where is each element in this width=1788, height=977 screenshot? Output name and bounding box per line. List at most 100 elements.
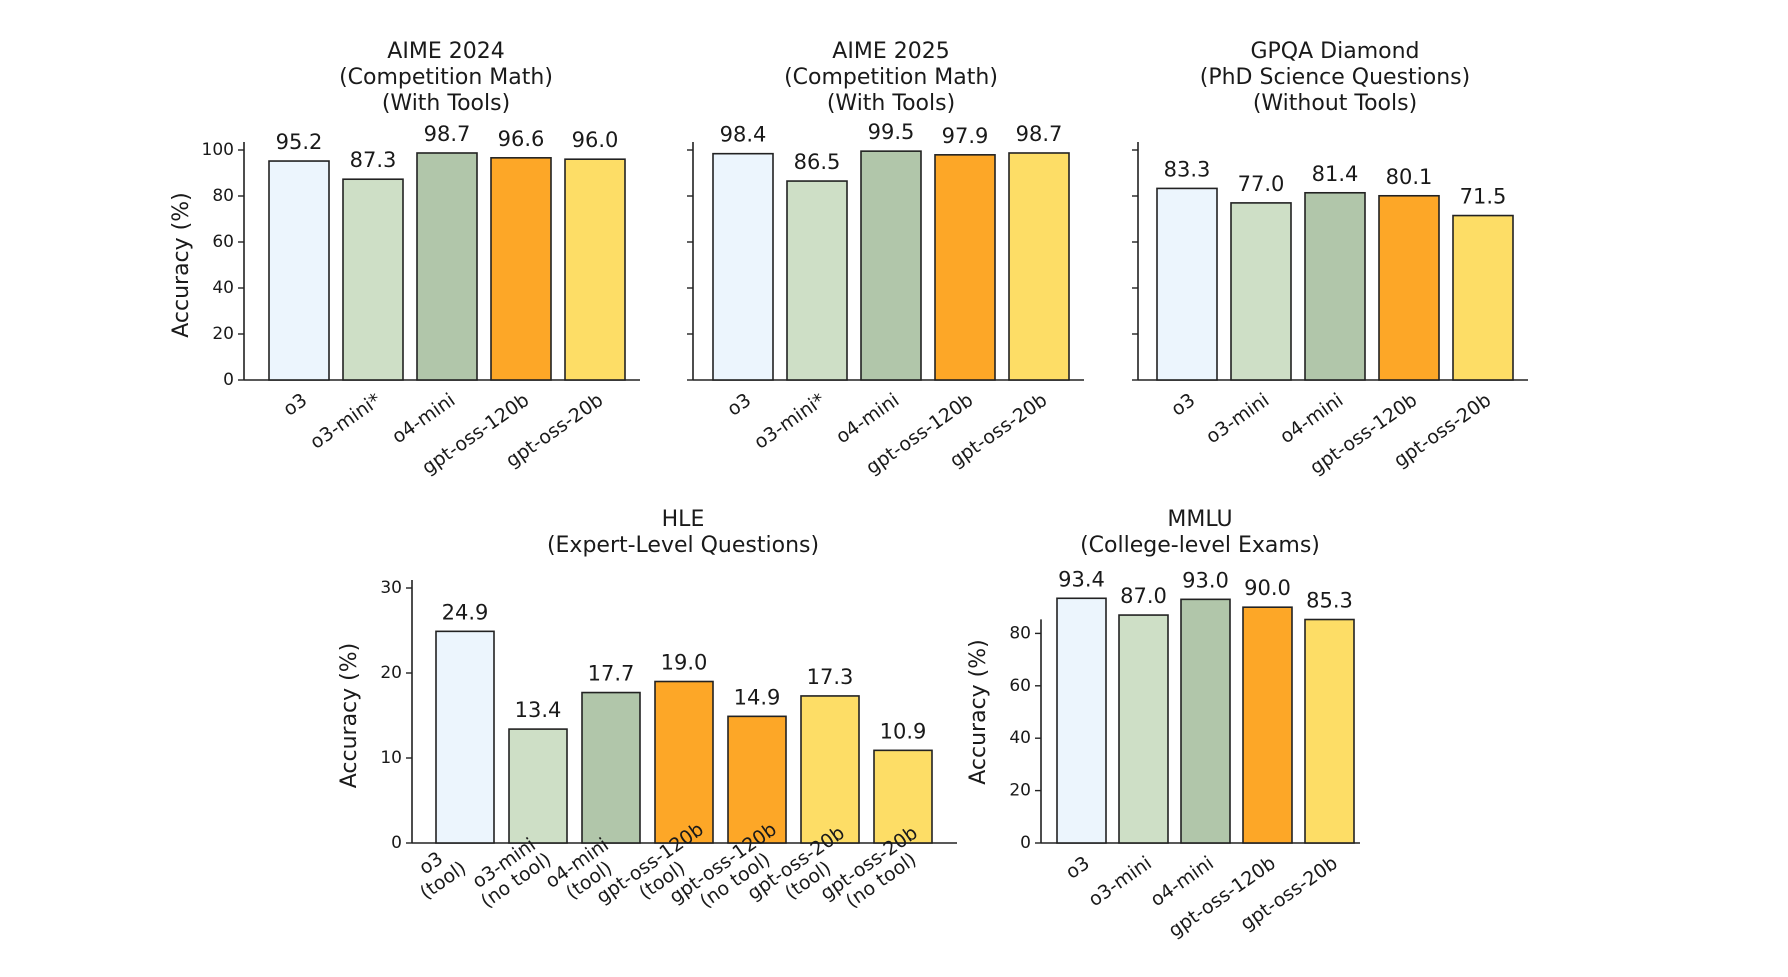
chart-4-bar-1 [435,630,495,844]
chart-2-title-line-2: (Competition Math) [784,65,998,90]
chart-4-y-axis-label: Accuracy (%) [337,643,362,789]
chart-3-bar-2 [1230,202,1292,381]
chart-4-bar-3 [581,691,641,844]
chart-5-category-1-line-1: o3 [1062,852,1094,884]
chart-5-category-label-2: o3-mini [1084,852,1155,911]
chart-1-bar-1 [268,160,330,381]
chart-3-bar-3 [1304,191,1366,381]
chart-1-bar-3 [416,152,478,381]
chart-2-title-line-1: AIME 2025 [832,39,949,64]
chart-5-ytick-label-60: 60 [1009,676,1031,696]
chart-5-bar-5 [1304,618,1355,844]
chart-3-bar-1 [1156,187,1218,381]
chart-2-bar-5 [1008,152,1070,381]
chart-1-value-label-1: 95.2 [276,130,323,154]
chart-5-category-label-4: gpt-oss-120b [1164,852,1279,942]
chart-2-category-label-2: o3-mini* [750,389,829,454]
chart-1-bar-4 [490,157,552,381]
chart-1-category-2-line-1: o3-mini* [306,389,385,454]
chart-1-category-label-1: o3 [279,389,311,421]
chart-1-bar-2 [342,178,404,381]
chart-1-category-label-2: o3-mini* [306,389,385,454]
chart-1-ytick-label-100: 100 [202,140,234,160]
chart-2-value-label-2: 86.5 [794,150,841,174]
chart-1-ytick-label-40: 40 [212,278,234,298]
chart-3-value-label-5: 71.5 [1460,185,1507,209]
chart-5-ytick-label-80: 80 [1009,623,1031,643]
chart-5-title-line-1: MMLU [1167,507,1232,532]
chart-3-value-label-4: 80.1 [1386,165,1433,189]
chart-2-bar-4 [934,154,996,381]
chart-4-ytick-label-30: 30 [380,578,402,598]
chart-5-value-label-4: 90.0 [1244,576,1291,600]
chart-2-category-1-line-1: o3 [723,389,755,421]
chart-5-category-2-line-1: o3-mini [1084,852,1155,911]
chart-3-bar-4 [1378,194,1440,381]
chart-5-category-label-1: o3 [1062,852,1094,884]
chart-1-title-line-2: (Competition Math) [339,65,553,90]
chart-2-value-label-3: 99.5 [868,120,915,144]
chart-5-bar-3 [1180,598,1231,844]
chart-3-value-label-1: 83.3 [1164,157,1211,181]
chart-5-bar-1 [1056,597,1107,844]
chart-2-category-2-line-1: o3-mini* [750,389,829,454]
chart-4-bar-6 [800,695,860,844]
chart-1-value-label-4: 96.6 [498,127,545,151]
chart-4-title-line-2: (Expert-Level Questions) [547,533,819,558]
chart-4-ytick-label-10: 10 [380,748,402,768]
chart-2-title-line-3: (With Tools) [827,91,955,116]
chart-3-title-line-1: GPQA Diamond [1250,39,1419,64]
chart-4-category-label-1: o3(tool) [404,840,470,904]
chart-4-value-label-6: 17.3 [807,665,854,689]
chart-4-title-line-1: HLE [662,507,705,532]
chart-1-bar-5 [564,158,626,381]
chart-1-y-axis-label: Accuracy (%) [169,192,194,338]
chart-2-bar-2 [786,180,848,381]
chart-5-ytick-label-0: 0 [1020,833,1031,853]
chart-5-value-label-3: 93.0 [1182,568,1229,592]
chart-4-value-label-4: 19.0 [661,651,708,675]
chart-4-bar-5 [727,715,787,844]
chart-4-ytick-label-20: 20 [380,663,402,683]
chart-2-bar-1 [712,152,774,381]
chart-1-value-label-5: 96.0 [572,128,619,152]
chart-5-y-axis-label: Accuracy (%) [966,639,991,785]
chart-2-bar-3 [860,150,922,381]
chart-4-value-label-7: 10.9 [880,719,927,743]
chart-3-category-label-1: o3 [1167,389,1199,421]
chart-4-value-label-3: 17.7 [588,662,635,686]
chart-2-value-label-1: 98.4 [720,123,767,147]
chart-2-value-label-4: 97.9 [942,124,989,148]
chart-3-bar-5 [1452,214,1514,381]
chart-4-value-label-5: 14.9 [734,685,781,709]
chart-1-category-1-line-1: o3 [279,389,311,421]
chart-5-value-label-2: 87.0 [1120,584,1167,608]
chart-1-title-line-1: AIME 2024 [387,39,504,64]
chart-5-ytick-label-20: 20 [1009,781,1031,801]
chart-5-bar-4 [1242,606,1293,844]
chart-4-value-label-1: 24.9 [442,600,489,624]
chart-1-ytick-label-80: 80 [212,186,234,206]
chart-3-value-label-3: 81.4 [1312,162,1359,186]
chart-1-value-label-2: 87.3 [350,148,397,172]
chart-3-title-line-2: (PhD Science Questions) [1200,65,1470,90]
chart-3-category-label-2: o3-mini [1202,389,1273,448]
chart-1-value-label-3: 98.7 [424,122,471,146]
chart-4-bar-4 [654,680,714,844]
chart-4-ytick-label-0: 0 [391,833,402,853]
chart-1-ytick-label-20: 20 [212,324,234,344]
chart-5-bar-2 [1118,614,1169,844]
chart-4-bar-7 [873,749,933,844]
chart-2-category-label-1: o3 [723,389,755,421]
chart-5-ytick-label-40: 40 [1009,728,1031,748]
chart-5-value-label-5: 85.3 [1306,589,1353,613]
chart-4-value-label-2: 13.4 [515,698,562,722]
chart-5-value-label-1: 93.4 [1058,567,1105,591]
chart-3-category-2-line-1: o3-mini [1202,389,1273,448]
chart-3-category-1-line-1: o3 [1167,389,1199,421]
chart-5-category-4-line-1: gpt-oss-120b [1164,852,1279,942]
chart-1-title-line-3: (With Tools) [382,91,510,116]
chart-1-ytick-label-0: 0 [223,370,234,390]
